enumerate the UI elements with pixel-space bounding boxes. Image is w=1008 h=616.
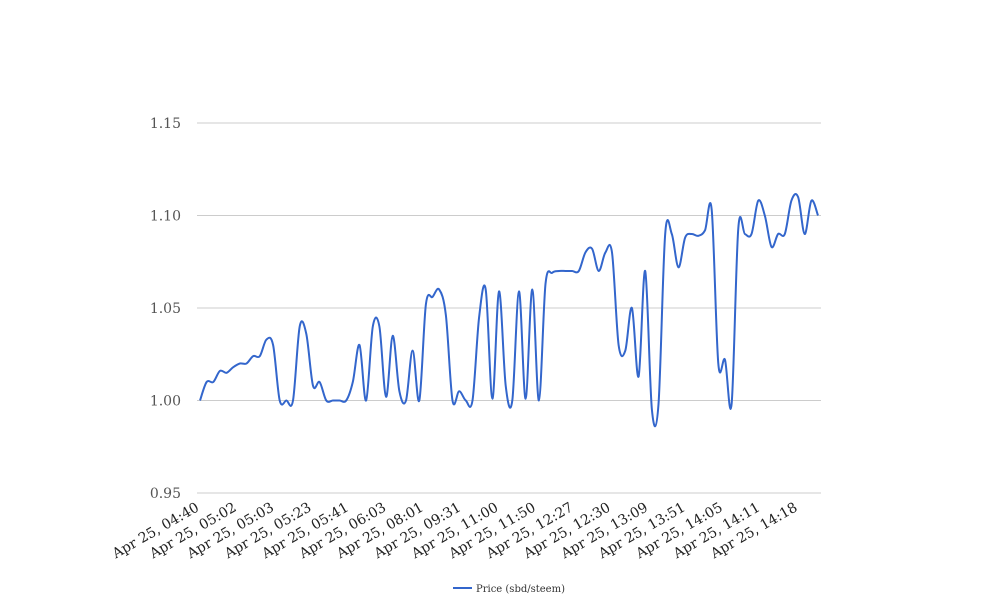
series-line-price: [199, 193, 819, 428]
legend: Price (sbd/steem): [453, 584, 565, 595]
y-tick-label: 1.00: [150, 394, 181, 410]
y-tick-label: 1.10: [150, 209, 181, 225]
y-tick-label: 1.05: [150, 301, 181, 317]
legend-label: Price (sbd/steem): [476, 584, 565, 595]
y-tick-label: 1.15: [150, 116, 181, 132]
y-axis-ticks: 0.95 1.00 1.05 1.10 1.15: [150, 116, 181, 502]
series-layer: [199, 193, 819, 428]
gridlines: [197, 122, 821, 494]
y-tick-label: 0.95: [150, 486, 181, 502]
